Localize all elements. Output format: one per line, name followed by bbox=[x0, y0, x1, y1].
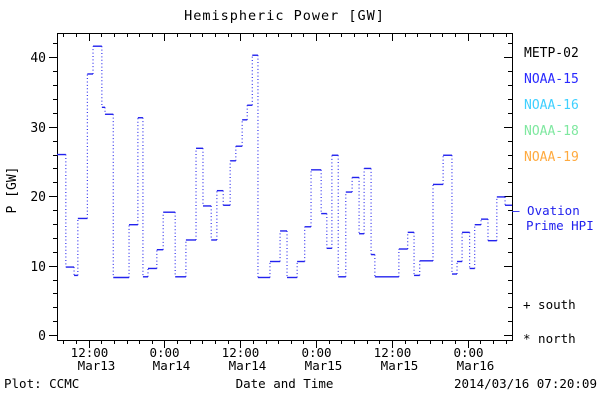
x-tick-date-label: Mar14 bbox=[153, 358, 191, 373]
x-tick-time-label: 12:00 bbox=[71, 345, 109, 360]
y-tick-label: 20 bbox=[30, 190, 46, 205]
hemisphere-marker-south: + south bbox=[523, 297, 576, 312]
satellite-legend: METP-02 NOAA-15 NOAA-16 NOAA-18 NOAA-19 bbox=[524, 41, 579, 171]
x-tick-time-label: 0:00 bbox=[301, 345, 331, 360]
model-legend-line1: — Ovation bbox=[512, 203, 580, 218]
legend-item-metp-02: METP-02 bbox=[524, 46, 579, 61]
hemisphere-marker-north: * north bbox=[523, 331, 576, 346]
plot-frame bbox=[57, 33, 513, 341]
x-tick-date-label: Mar15 bbox=[381, 358, 419, 373]
x-tick-date-label: Mar15 bbox=[305, 358, 343, 373]
x-tick-time-label: 0:00 bbox=[149, 345, 179, 360]
legend-item-noaa-16: NOAA-16 bbox=[524, 98, 579, 113]
chart-title: Hemispheric Power [GW] bbox=[184, 8, 385, 24]
x-tick-time-label: 12:00 bbox=[222, 345, 260, 360]
x-tick-time-label: 0:00 bbox=[453, 345, 483, 360]
model-legend-line2: Prime HPI bbox=[526, 218, 594, 233]
x-axis-title: Date and Time bbox=[235, 376, 334, 391]
y-tick-label: 30 bbox=[30, 121, 46, 136]
x-tick-date-label: Mar13 bbox=[78, 358, 116, 373]
y-tick-label: 40 bbox=[30, 51, 46, 66]
model-legend: — Ovation Prime HPI bbox=[512, 203, 594, 233]
y-axis-title: P [GW] bbox=[5, 167, 20, 214]
x-tick-date-label: Mar14 bbox=[229, 358, 267, 373]
x-tick-date-label: Mar16 bbox=[457, 358, 495, 373]
footer-timestamp: 2014/03/16 07:20:09 bbox=[454, 376, 597, 391]
y-tick-label: 10 bbox=[30, 260, 46, 275]
legend-item-noaa-18: NOAA-18 bbox=[524, 124, 579, 139]
legend-item-noaa-15: NOAA-15 bbox=[524, 72, 579, 87]
x-tick-time-label: 12:00 bbox=[374, 345, 412, 360]
legend-item-noaa-19: NOAA-19 bbox=[524, 150, 579, 165]
hemisphere-markers: + south * north bbox=[523, 297, 576, 365]
y-tick-label: 0 bbox=[38, 329, 46, 344]
footer-plot-source: Plot: CCMC bbox=[4, 376, 80, 391]
